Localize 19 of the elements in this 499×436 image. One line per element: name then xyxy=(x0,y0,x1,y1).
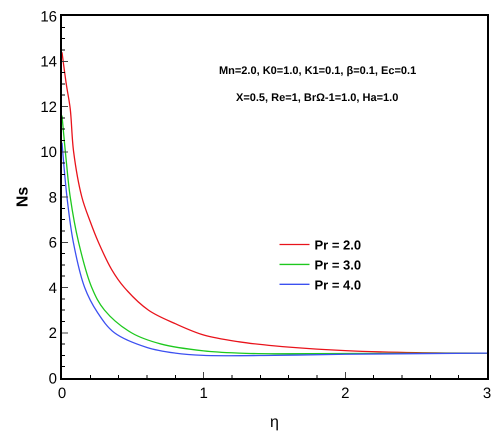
y-tick-label: 14 xyxy=(40,54,57,70)
x-axis-title: η xyxy=(270,414,279,432)
y-tick-label: 12 xyxy=(40,98,57,116)
annotation: Mn=2.0, K0=1.0, K1=0.1, β=0.1, Ec=0.1 xyxy=(219,65,416,77)
y-tick-label: 0 xyxy=(48,370,57,388)
legend-label: Pr = 3.0 xyxy=(314,258,362,272)
y-tick-label: 2 xyxy=(48,325,57,342)
annotation: X=0.5, Re=1, BrΩ-1=1.0, Ha=1.0 xyxy=(236,92,398,104)
y-tick-label: 16 xyxy=(40,8,57,26)
y-tick-label: 6 xyxy=(48,234,57,252)
x-tick-label: 3 xyxy=(482,385,492,402)
x-tick-label: 1 xyxy=(200,385,208,402)
y-tick-label: 10 xyxy=(40,144,57,161)
y-tick-label: 4 xyxy=(48,280,57,297)
legend-label: Pr = 4.0 xyxy=(314,277,362,292)
x-tick-label: 2 xyxy=(341,385,350,402)
legend-label: Pr = 2.0 xyxy=(314,238,362,253)
y-axis-title: Ns xyxy=(14,186,32,208)
y-tick-label: 8 xyxy=(48,189,57,206)
